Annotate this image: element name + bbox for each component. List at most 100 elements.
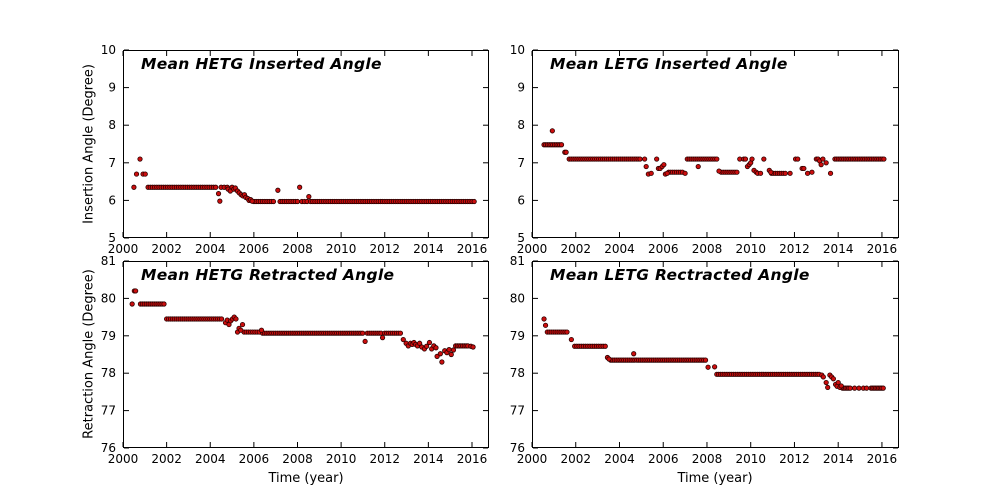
x-tick-label: 2004 bbox=[604, 452, 635, 466]
x-tick-label: 2016 bbox=[457, 242, 488, 256]
y-tick-label: 76 bbox=[510, 441, 525, 455]
data-point bbox=[306, 194, 312, 200]
data-point bbox=[470, 344, 476, 350]
x-tick-label: 2008 bbox=[282, 242, 313, 256]
data-point bbox=[233, 316, 239, 322]
data-point bbox=[820, 374, 826, 380]
data-point bbox=[161, 301, 167, 307]
data-point bbox=[239, 321, 246, 328]
y-tick-label: 5 bbox=[108, 231, 116, 245]
y-tick-label: 5 bbox=[517, 231, 525, 245]
time-axis-label-left: Time (year) bbox=[268, 471, 344, 486]
data-point bbox=[238, 327, 244, 333]
data-point bbox=[661, 162, 667, 168]
x-tick-label: 2002 bbox=[151, 242, 182, 256]
x-tick-label: 2004 bbox=[195, 452, 226, 466]
y-tick-label: 79 bbox=[101, 329, 116, 343]
data-point bbox=[782, 170, 788, 176]
data-point bbox=[637, 156, 643, 162]
data-point bbox=[705, 364, 711, 370]
hetg-inserted-plot: 2000 2002 2004 2006 2008 2010 2012 2014 2016 5 6 7 8… bbox=[101, 43, 489, 256]
x-tick-label: 2008 bbox=[692, 242, 723, 256]
insertion-angle-axis-label: Insertion Angle (Degree) bbox=[81, 64, 97, 224]
data-point bbox=[838, 383, 844, 389]
data-point bbox=[133, 171, 140, 177]
data-point bbox=[714, 156, 720, 162]
letg-retracted-plot: 2000 2002 2004 2006 2008 2010 2012 2014 2016 76 77… bbox=[510, 254, 899, 466]
x-tick-label: 2012 bbox=[779, 242, 810, 256]
data-point bbox=[682, 170, 688, 176]
data-point bbox=[856, 385, 862, 391]
data-point bbox=[820, 156, 826, 162]
x-tick-label: 2012 bbox=[369, 242, 400, 256]
data-point bbox=[818, 162, 824, 168]
data-point bbox=[362, 338, 368, 345]
data-point bbox=[654, 156, 660, 162]
data-point bbox=[294, 198, 301, 205]
data-point bbox=[558, 142, 565, 148]
data-point bbox=[761, 156, 767, 162]
data-point bbox=[297, 184, 303, 190]
data-point bbox=[823, 379, 829, 386]
data-point bbox=[768, 169, 774, 175]
data-point bbox=[446, 347, 452, 353]
data-point bbox=[142, 171, 148, 177]
x-tick-label: 2014 bbox=[413, 452, 444, 466]
x-tick-label: 2000 bbox=[517, 242, 548, 256]
data-point bbox=[847, 385, 853, 391]
data-point bbox=[823, 160, 829, 166]
y-tick-label: 80 bbox=[101, 291, 116, 305]
x-tick-label: 2006 bbox=[239, 452, 270, 466]
x-tick-label: 2016 bbox=[457, 452, 488, 466]
data-point bbox=[549, 128, 555, 134]
data-point bbox=[563, 149, 569, 155]
data-point bbox=[864, 385, 870, 391]
data-point bbox=[426, 339, 433, 346]
x-tick-label: 2010 bbox=[735, 452, 766, 466]
letg-inserted-title: Mean LETG Inserted Angle bbox=[550, 55, 788, 73]
x-tick-label: 2012 bbox=[369, 452, 400, 466]
plot-frame bbox=[123, 50, 489, 238]
data-point bbox=[218, 316, 225, 322]
x-tick-label: 2000 bbox=[517, 452, 548, 466]
x-tick-label: 2006 bbox=[648, 242, 679, 256]
data-point bbox=[437, 351, 443, 357]
y-tick-label: 81 bbox=[510, 254, 525, 268]
time-axis-label-right: Time (year) bbox=[677, 471, 753, 486]
data-point bbox=[471, 198, 477, 205]
data-point bbox=[439, 359, 445, 365]
data-point bbox=[542, 322, 549, 328]
y-tick-label: 8 bbox=[517, 118, 525, 132]
data-point bbox=[400, 336, 406, 343]
x-tick-label: 2014 bbox=[823, 452, 854, 466]
data-point bbox=[695, 163, 701, 170]
x-tick-label: 2010 bbox=[735, 242, 766, 256]
x-tick-label: 2010 bbox=[326, 452, 357, 466]
y-tick-label: 6 bbox=[517, 193, 525, 207]
data-point bbox=[757, 170, 764, 176]
x-tick-label: 2014 bbox=[823, 242, 854, 256]
data-point bbox=[643, 163, 649, 170]
y-tick-label: 7 bbox=[517, 156, 525, 170]
y-tick-label: 78 bbox=[101, 366, 116, 380]
data-point bbox=[716, 168, 722, 174]
y-tick-label: 78 bbox=[510, 366, 525, 380]
x-tick-label: 2004 bbox=[195, 242, 226, 256]
data-point bbox=[417, 340, 423, 346]
data-point bbox=[825, 384, 831, 391]
data-point bbox=[258, 327, 265, 333]
data-point bbox=[133, 288, 139, 294]
y-tick-label: 10 bbox=[510, 43, 525, 57]
data-point bbox=[131, 184, 137, 190]
data-point bbox=[129, 301, 135, 307]
letg-inserted-plot: 2000 2002 2004 2006 2008 2010 2012 2014 2016 5 6 7 8… bbox=[510, 43, 899, 256]
plot-frame bbox=[532, 261, 899, 448]
data-point bbox=[742, 156, 749, 162]
x-tick-label: 2000 bbox=[108, 242, 139, 256]
x-tick-label: 2002 bbox=[560, 242, 591, 256]
data-point bbox=[749, 156, 755, 162]
y-tick-label: 9 bbox=[517, 81, 525, 95]
x-tick-label: 2006 bbox=[239, 242, 270, 256]
data-point bbox=[602, 343, 608, 349]
plot-frame bbox=[532, 50, 899, 238]
